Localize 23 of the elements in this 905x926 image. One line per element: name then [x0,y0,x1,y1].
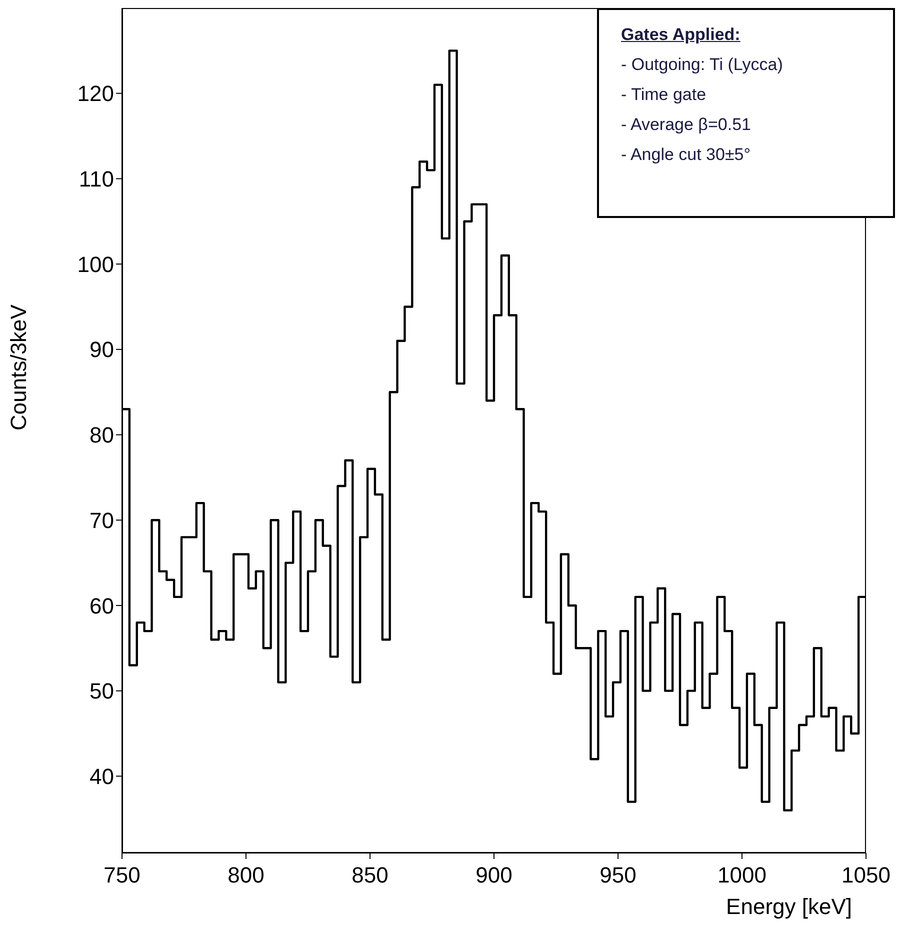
x-tick-label: 950 [600,862,636,888]
x-tick-label: 800 [228,862,264,888]
y-tick-label: 80 [90,422,114,448]
annotation: - Time gate [621,84,708,106]
y-tick-label: 60 [90,593,114,618]
y-tick-label: 100 [77,252,114,277]
annotation: - Average β=0.51 [621,114,752,136]
y-tick-label: 40 [90,764,114,789]
x-tick-label: 900 [476,862,512,888]
annotation: Gates Applied: [621,24,742,46]
y-tick-label: 120 [77,81,114,106]
x-tick-label: 1050 [842,862,890,888]
x-tick-label: 750 [104,862,140,888]
y-tick-label: 50 [90,678,114,704]
x-tick-label: 1000 [718,862,766,888]
annotation: - Angle cut 30±5° [621,144,752,166]
x-axis-title: Energy [keV] [726,894,852,919]
x-tick-label: 850 [352,862,388,888]
y-axis-title: Counts/3keV [6,304,31,430]
y-tick-label: 70 [90,508,114,533]
y-tick-label: 110 [78,166,114,192]
y-tick-label: 90 [90,337,114,362]
annotation: - Outgoing: Ti (Lycca) [621,54,784,76]
